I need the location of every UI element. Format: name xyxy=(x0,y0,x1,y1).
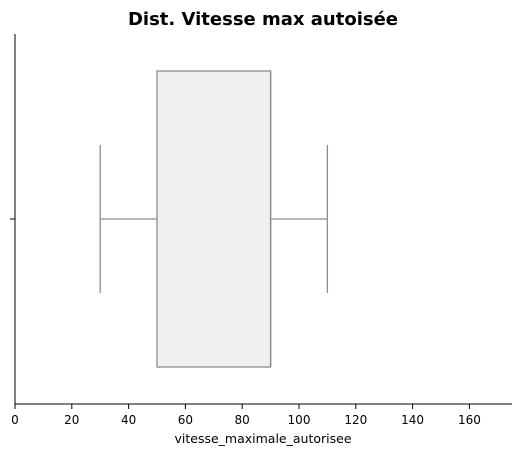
x-tick-label: 160 xyxy=(458,413,481,427)
x-axis-ticks: 0 20 40 60 80 100 120 140 160 xyxy=(11,404,481,427)
interquartile-box xyxy=(156,70,272,368)
x-axis-label: vitesse_maximale_autorisee xyxy=(174,431,351,446)
x-tick-label: 120 xyxy=(344,413,367,427)
x-tick-label: 0 xyxy=(11,413,19,427)
x-tick-label: 40 xyxy=(121,413,136,427)
x-tick-label: 60 xyxy=(178,413,193,427)
x-tick-label: 100 xyxy=(288,413,311,427)
chart-title: Dist. Vitesse max autoisée xyxy=(128,9,398,30)
plot-area xyxy=(99,70,329,368)
x-tick-label: 140 xyxy=(401,413,424,427)
x-tick-label: 80 xyxy=(235,413,250,427)
x-tick-label: 20 xyxy=(64,413,79,427)
